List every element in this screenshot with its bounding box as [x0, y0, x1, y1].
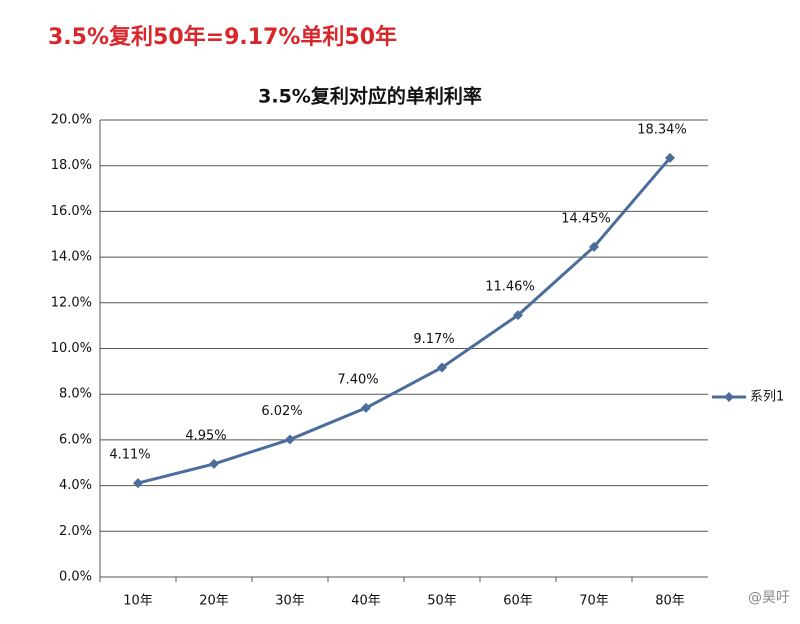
y-tick-label: 10.0%	[51, 341, 92, 356]
marker	[361, 402, 371, 413]
x-tick-label: 20年	[199, 594, 229, 609]
marker	[437, 362, 447, 373]
data-label: 14.45%	[561, 211, 611, 226]
marker	[665, 152, 675, 163]
y-tick-label: 2.0%	[59, 524, 92, 539]
data-label: 7.40%	[337, 372, 378, 387]
data-label: 6.02%	[261, 404, 302, 419]
data-label: 9.17%	[413, 332, 454, 347]
data-label: 11.46%	[485, 280, 535, 295]
chart-title: 3.5%复利对应的单利利率	[258, 85, 482, 108]
data-label: 18.34%	[637, 122, 687, 137]
y-tick-label: 6.0%	[59, 432, 92, 447]
legend-marker	[724, 392, 734, 402]
y-tick-label: 0.0%	[59, 570, 92, 585]
marker	[133, 478, 143, 489]
x-tick-label: 30年	[275, 594, 305, 609]
header: 3.5%复利50年=9.17%单利50年	[48, 24, 397, 50]
legend-label: 系列1	[750, 390, 784, 405]
y-tick-label: 8.0%	[59, 387, 92, 402]
y-tick-label: 4.0%	[59, 478, 92, 493]
x-tick-label: 70年	[579, 594, 609, 609]
marker	[589, 241, 599, 252]
marker	[513, 310, 523, 321]
y-tick-label: 16.0%	[51, 204, 92, 219]
y-tick-label: 12.0%	[51, 295, 92, 310]
watermark: @昊吁	[748, 590, 790, 606]
y-tick-label: 18.0%	[51, 158, 92, 173]
data-label: 4.11%	[109, 448, 150, 463]
x-tick-label: 60年	[503, 594, 533, 609]
x-tick-label: 80年	[655, 594, 685, 609]
x-tick-label: 40年	[351, 594, 381, 609]
y-tick-label: 14.0%	[51, 250, 92, 265]
y-tick-label: 20.0%	[51, 113, 92, 128]
series-line	[137, 156, 672, 485]
x-tick-label: 10年	[123, 594, 153, 609]
marker	[209, 458, 219, 469]
marker	[285, 434, 295, 445]
x-tick-label: 50年	[427, 594, 457, 609]
data-label: 4.95%	[185, 428, 226, 443]
